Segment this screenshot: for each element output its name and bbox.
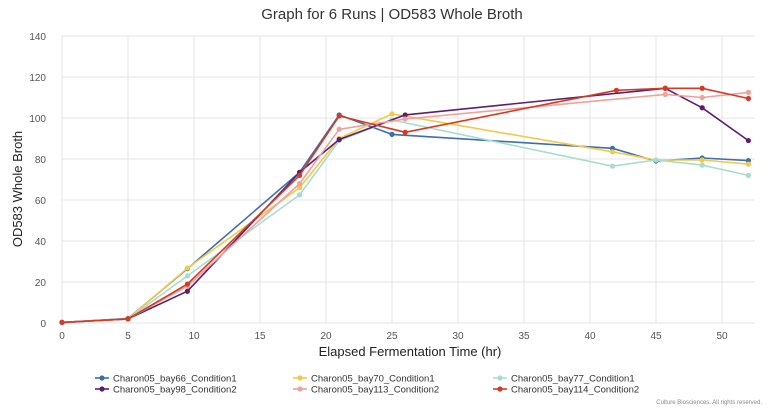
legend-item[interactable]: Charon05_bay114_Condition2 xyxy=(493,385,639,396)
x-tick-label: 5 xyxy=(125,331,131,342)
data-point[interactable] xyxy=(402,129,408,135)
x-axis-label: Elapsed Fermentation Time (hr) xyxy=(319,344,502,359)
series-Charon05_bay114_Condition2 xyxy=(59,85,752,325)
legend-label: Charon05_bay77_Condition1 xyxy=(511,374,635,385)
x-tick-label: 50 xyxy=(716,331,728,342)
data-point[interactable] xyxy=(336,126,342,132)
y-axis-ticks: 0 20 40 60 80 100 120 140 xyxy=(29,32,46,330)
legend-label: Charon05_bay113_Condition2 xyxy=(311,385,439,396)
data-point[interactable] xyxy=(297,172,303,178)
data-point[interactable] xyxy=(184,281,190,287)
copyright-footer: Culture Biosciences. All rights reserved… xyxy=(656,400,762,406)
data-point[interactable] xyxy=(699,105,705,111)
data-point[interactable] xyxy=(699,94,705,101)
data-point[interactable] xyxy=(184,273,190,279)
data-point[interactable] xyxy=(336,136,342,143)
data-point[interactable] xyxy=(662,91,668,98)
data-point[interactable] xyxy=(745,172,752,178)
y-tick-label: 60 xyxy=(35,196,47,207)
data-point[interactable] xyxy=(389,131,395,137)
x-tick-label: 30 xyxy=(452,331,464,342)
grid xyxy=(61,35,755,324)
y-tick-label: 0 xyxy=(40,319,46,330)
data-point[interactable] xyxy=(699,162,705,168)
data-point[interactable] xyxy=(402,112,408,118)
x-tick-label: 20 xyxy=(320,331,332,342)
legend-label: Charon05_bay66_Condition1 xyxy=(113,374,237,385)
y-tick-label: 40 xyxy=(35,237,47,248)
y-tick-label: 120 xyxy=(29,73,46,84)
x-axis-ticks: 0 5 10 15 20 25 30 35 40 45 50 xyxy=(59,331,728,342)
y-tick-label: 20 xyxy=(35,278,47,289)
legend-marker xyxy=(99,375,105,381)
series-line xyxy=(61,113,749,324)
data-point[interactable] xyxy=(184,265,190,271)
x-tick-label: 0 xyxy=(59,331,65,342)
x-tick-label: 25 xyxy=(386,331,398,342)
legend-item[interactable]: Charon05_bay66_Condition1 xyxy=(95,374,237,385)
data-point[interactable] xyxy=(699,157,705,163)
legend-label: Charon05_bay114_Condition2 xyxy=(511,385,639,396)
series-line xyxy=(61,119,749,324)
data-point[interactable] xyxy=(662,85,668,91)
data-point[interactable] xyxy=(613,87,620,93)
data-point[interactable] xyxy=(745,95,752,102)
data-point[interactable] xyxy=(745,89,752,95)
data-point[interactable] xyxy=(336,113,342,119)
data-point[interactable] xyxy=(59,319,65,325)
data-point[interactable] xyxy=(297,192,303,198)
data-point[interactable] xyxy=(125,316,131,322)
legend-marker xyxy=(297,375,303,381)
x-tick-label: 45 xyxy=(650,331,662,342)
legend-item[interactable]: Charon05_bay98_Condition2 xyxy=(95,385,237,396)
legend-marker xyxy=(297,386,303,392)
data-point[interactable] xyxy=(699,85,705,91)
x-tick-label: 35 xyxy=(518,331,530,342)
data-point[interactable] xyxy=(609,149,616,155)
data-point[interactable] xyxy=(653,157,659,163)
y-tick-label: 140 xyxy=(29,32,46,43)
series-line xyxy=(61,87,749,324)
legend-item[interactable]: Charon05_bay113_Condition2 xyxy=(293,385,439,396)
data-point[interactable] xyxy=(184,288,190,294)
legend-marker xyxy=(497,386,503,392)
data-point[interactable] xyxy=(297,181,303,187)
legend-item[interactable]: Charon05_bay70_Condition1 xyxy=(293,374,435,385)
data-point[interactable] xyxy=(609,163,616,169)
legend-label: Charon05_bay70_Condition1 xyxy=(311,374,435,385)
y-tick-label: 100 xyxy=(29,114,46,125)
series-Charon05_bay77_Condition1 xyxy=(59,117,752,325)
legend: Charon05_bay66_Condition1 Charon05_bay70_… xyxy=(95,374,639,396)
y-tick-label: 80 xyxy=(35,155,47,166)
plot-area xyxy=(59,85,752,325)
x-tick-label: 10 xyxy=(188,331,200,342)
legend-label: Charon05_bay98_Condition2 xyxy=(113,385,237,396)
x-tick-label: 40 xyxy=(584,331,596,342)
legend-marker xyxy=(99,386,105,392)
x-tick-label: 15 xyxy=(254,331,266,342)
data-point[interactable] xyxy=(745,161,752,167)
legend-marker xyxy=(497,375,503,381)
data-point[interactable] xyxy=(389,111,395,117)
chart-title: Graph for 6 Runs | OD583 Whole Broth xyxy=(261,6,523,23)
data-point[interactable] xyxy=(297,185,303,191)
data-point[interactable] xyxy=(402,116,408,122)
legend-item[interactable]: Charon05_bay77_Condition1 xyxy=(493,374,635,385)
data-point[interactable] xyxy=(745,137,752,144)
y-axis-label: OD583 Whole Broth xyxy=(10,131,25,247)
